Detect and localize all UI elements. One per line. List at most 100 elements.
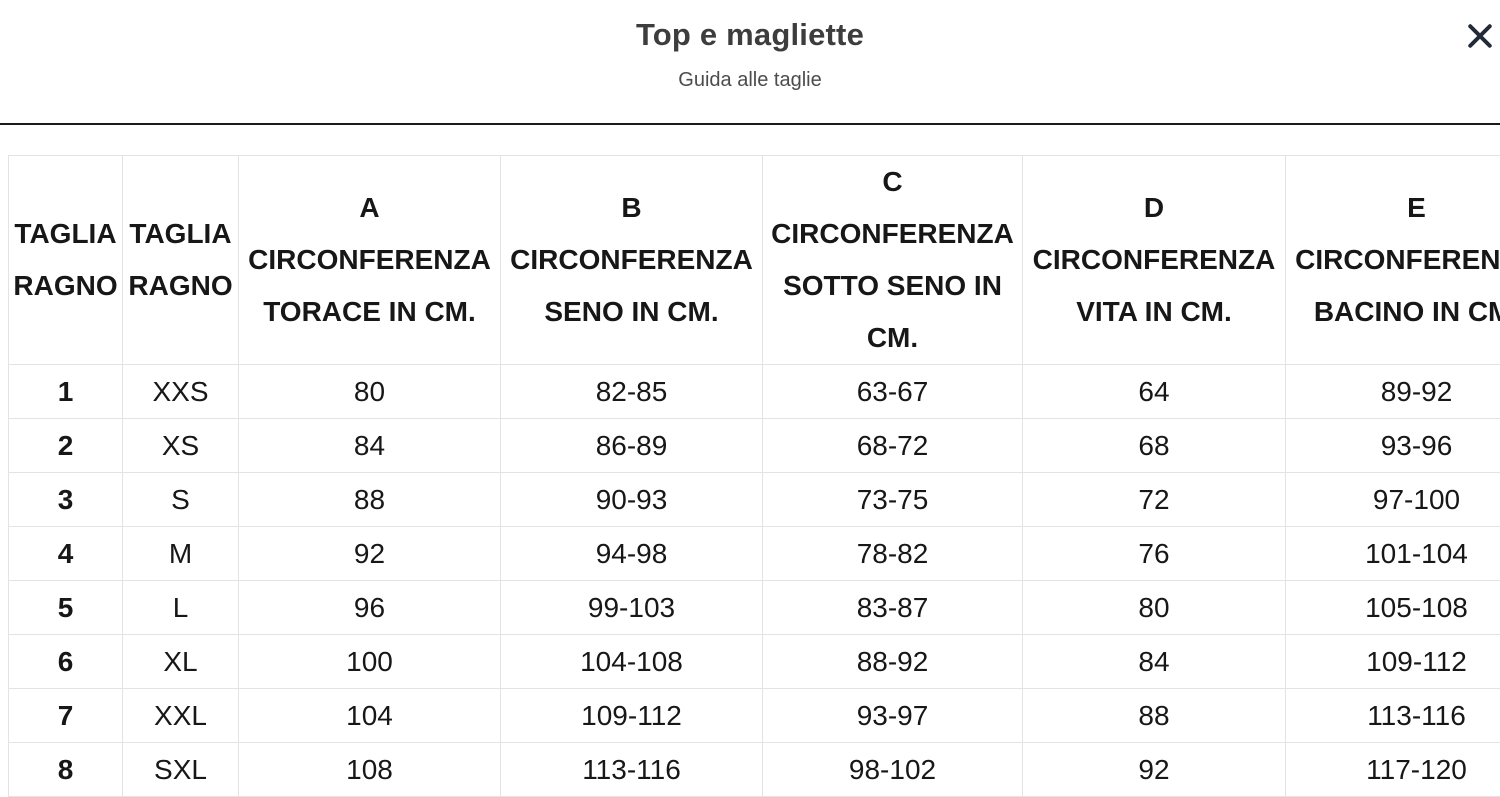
col-header-line: SOTTO SENO IN: [763, 260, 1022, 312]
cell-circonferenza-torace: 80: [239, 365, 501, 419]
cell-circonferenza-sotto-seno: 98-102: [763, 743, 1023, 797]
cell-taglia-ragno-size: L: [123, 581, 239, 635]
cell-circonferenza-bacino: 113-116: [1286, 689, 1500, 743]
col-header-line: SENO IN CM.: [501, 286, 762, 338]
cell-circonferenza-torace: 100: [239, 635, 501, 689]
cell-circonferenza-vita: 68: [1023, 419, 1286, 473]
cell-circonferenza-bacino: 93-96: [1286, 419, 1500, 473]
cell-circonferenza-sotto-seno: 78-82: [763, 527, 1023, 581]
cell-circonferenza-sotto-seno: 88-92: [763, 635, 1023, 689]
col-header-line: RAGNO: [9, 260, 122, 312]
cell-taglia-ragno-size: XS: [123, 419, 239, 473]
cell-circonferenza-bacino: 105-108: [1286, 581, 1500, 635]
col-header-line: B: [501, 182, 762, 234]
cell-taglia-ragno-num: 6: [9, 635, 123, 689]
cell-circonferenza-sotto-seno: 93-97: [763, 689, 1023, 743]
cell-circonferenza-vita: 84: [1023, 635, 1286, 689]
col-header-line: VITA IN CM.: [1023, 286, 1285, 338]
cell-circonferenza-seno: 104-108: [501, 635, 763, 689]
cell-circonferenza-seno: 113-116: [501, 743, 763, 797]
col-header-line: CM.: [763, 312, 1022, 364]
cell-taglia-ragno-size: XL: [123, 635, 239, 689]
cell-circonferenza-seno: 94-98: [501, 527, 763, 581]
cell-circonferenza-vita: 88: [1023, 689, 1286, 743]
col-header-line: BACINO IN CM.: [1286, 286, 1500, 338]
cell-circonferenza-seno: 109-112: [501, 689, 763, 743]
cell-taglia-ragno-num: 1: [9, 365, 123, 419]
close-icon: [1465, 21, 1495, 51]
col-header-line: TAGLIA: [9, 208, 122, 260]
cell-taglia-ragno-size: M: [123, 527, 239, 581]
cell-circonferenza-torace: 104: [239, 689, 501, 743]
cell-circonferenza-bacino: 89-92: [1286, 365, 1500, 419]
close-button[interactable]: [1458, 14, 1500, 58]
cell-circonferenza-sotto-seno: 73-75: [763, 473, 1023, 527]
col-header-line: A: [239, 182, 500, 234]
cell-circonferenza-sotto-seno: 63-67: [763, 365, 1023, 419]
cell-circonferenza-torace: 88: [239, 473, 501, 527]
col-header-line: CIRCONFERENZA: [763, 208, 1022, 260]
cell-taglia-ragno-num: 3: [9, 473, 123, 527]
cell-circonferenza-torace: 96: [239, 581, 501, 635]
modal-header: Top e magliette Guida alle taglie: [0, 0, 1500, 125]
cell-taglia-ragno-num: 2: [9, 419, 123, 473]
col-header-line: CIRCONFERENZA: [501, 234, 762, 286]
col-header-line: CIRCONFERENZA: [239, 234, 500, 286]
cell-taglia-ragno-num: 4: [9, 527, 123, 581]
modal-title: Top e magliette: [0, 0, 1500, 54]
cell-circonferenza-vita: 76: [1023, 527, 1286, 581]
col-header-line: TORACE IN CM.: [239, 286, 500, 338]
cell-circonferenza-seno: 86-89: [501, 419, 763, 473]
col-header-circonferenza-bacino: ECIRCONFERENZABACINO IN CM.: [1286, 156, 1500, 365]
col-header-line: RAGNO: [123, 260, 238, 312]
cell-circonferenza-vita: 92: [1023, 743, 1286, 797]
cell-taglia-ragno-size: SXL: [123, 743, 239, 797]
cell-circonferenza-bacino: 101-104: [1286, 527, 1500, 581]
cell-circonferenza-vita: 72: [1023, 473, 1286, 527]
cell-taglia-ragno-size: XXL: [123, 689, 239, 743]
cell-circonferenza-vita: 80: [1023, 581, 1286, 635]
cell-circonferenza-torace: 84: [239, 419, 501, 473]
cell-circonferenza-bacino: 117-120: [1286, 743, 1500, 797]
modal-subtitle: Guida alle taglie: [0, 68, 1500, 92]
cell-circonferenza-torace: 92: [239, 527, 501, 581]
cell-circonferenza-torace: 108: [239, 743, 501, 797]
cell-circonferenza-bacino: 97-100: [1286, 473, 1500, 527]
cell-circonferenza-seno: 99-103: [501, 581, 763, 635]
cell-circonferenza-bacino: 109-112: [1286, 635, 1500, 689]
cell-taglia-ragno-num: 5: [9, 581, 123, 635]
col-header-line: TAGLIA: [123, 208, 238, 260]
cell-taglia-ragno-num: 8: [9, 743, 123, 797]
cell-circonferenza-vita: 64: [1023, 365, 1286, 419]
cell-circonferenza-sotto-seno: 68-72: [763, 419, 1023, 473]
col-header-line: CIRCONFERENZA: [1023, 234, 1285, 286]
cell-circonferenza-seno: 82-85: [501, 365, 763, 419]
cell-taglia-ragno-size: S: [123, 473, 239, 527]
cell-taglia-ragno-num: 7: [9, 689, 123, 743]
cell-taglia-ragno-size: XXS: [123, 365, 239, 419]
col-header-line: D: [1023, 182, 1285, 234]
col-header-line: CIRCONFERENZA: [1286, 234, 1500, 286]
col-header-line: C: [763, 156, 1022, 208]
col-header-line: E: [1286, 182, 1500, 234]
